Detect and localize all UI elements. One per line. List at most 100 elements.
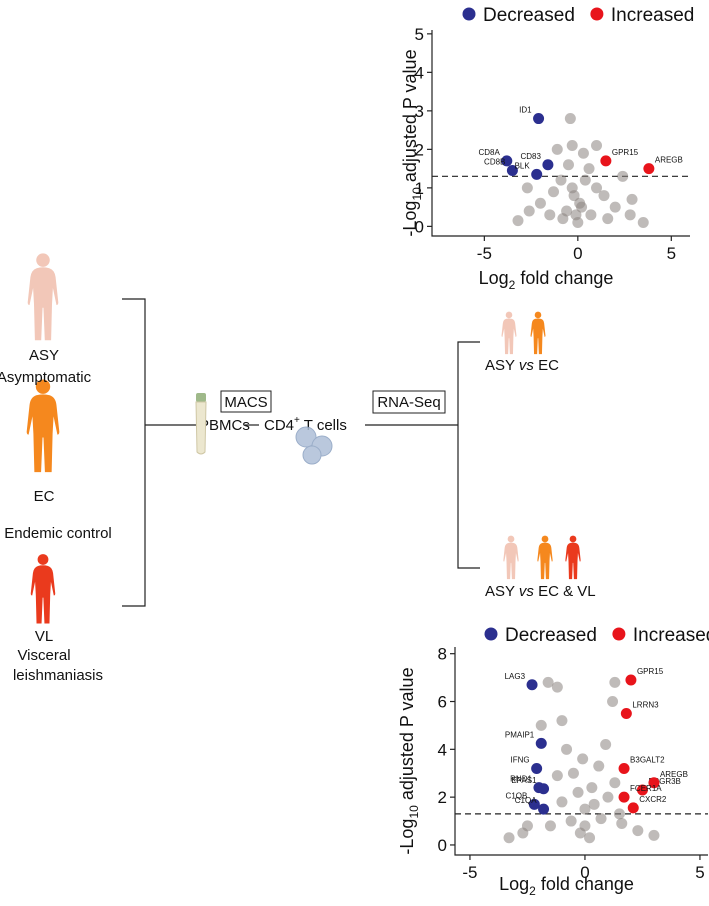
point bbox=[598, 190, 610, 202]
point bbox=[609, 676, 621, 688]
point bbox=[557, 213, 569, 225]
point bbox=[636, 784, 648, 796]
point bbox=[561, 743, 573, 755]
y-tick-label: 6 bbox=[438, 693, 447, 712]
x-axis-label: Log2 fold change bbox=[479, 268, 614, 292]
legend-label: Increased bbox=[611, 5, 694, 26]
x-tick-label: 0 bbox=[580, 863, 589, 882]
gene-label: C1QB bbox=[506, 791, 528, 800]
point bbox=[570, 209, 582, 221]
y-tick-label: 1 bbox=[415, 179, 424, 198]
point bbox=[551, 143, 563, 155]
point bbox=[556, 796, 568, 808]
point bbox=[607, 696, 619, 708]
point bbox=[586, 782, 598, 794]
x-tick-label: 5 bbox=[695, 863, 704, 882]
point bbox=[648, 777, 660, 789]
gene-label: FCER1A bbox=[630, 784, 662, 793]
point bbox=[609, 201, 621, 213]
point bbox=[544, 209, 556, 221]
legend-label: Decreased bbox=[505, 625, 597, 646]
legend-label: Increased bbox=[633, 625, 709, 646]
point bbox=[542, 159, 554, 171]
point bbox=[593, 760, 605, 772]
gene-label: LAG3 bbox=[505, 672, 526, 681]
superscript: + bbox=[294, 415, 300, 426]
gene-label: CD8A bbox=[478, 148, 500, 157]
point bbox=[591, 140, 603, 152]
group-name: Asymptomatic bbox=[0, 369, 92, 386]
point bbox=[600, 155, 612, 167]
point bbox=[538, 803, 550, 815]
subscript: 2 bbox=[529, 884, 536, 898]
point bbox=[627, 802, 639, 814]
gene-label: GPR15 bbox=[637, 667, 664, 676]
x-tick-label: -5 bbox=[462, 863, 477, 882]
point bbox=[531, 168, 543, 180]
point bbox=[531, 762, 543, 774]
text: EC & VL bbox=[534, 583, 596, 600]
ec-figure bbox=[26, 379, 60, 473]
group-code: EC bbox=[34, 488, 55, 505]
gene-label: EPAS1 bbox=[511, 776, 537, 785]
point bbox=[564, 113, 576, 125]
gene-label: B3GALT2 bbox=[630, 755, 665, 764]
legend-marker bbox=[484, 627, 498, 641]
y-tick-label: 2 bbox=[415, 140, 424, 159]
gene-label: GPR15 bbox=[612, 148, 639, 157]
subscript: 10 bbox=[407, 805, 421, 819]
point bbox=[548, 186, 560, 198]
gene-label: LRRN3 bbox=[632, 700, 659, 709]
macs-box bbox=[220, 390, 272, 413]
point bbox=[602, 213, 614, 225]
point bbox=[620, 707, 632, 719]
point bbox=[534, 197, 546, 209]
axis bbox=[454, 647, 708, 856]
y-axis-label: -Log10 adjusted P value bbox=[400, 49, 424, 236]
point bbox=[506, 165, 518, 177]
y-tick-label: 2 bbox=[438, 788, 447, 807]
gene-label: PMAIP1 bbox=[505, 730, 535, 739]
point bbox=[544, 820, 556, 832]
ec-figure bbox=[537, 535, 553, 580]
cell-icon bbox=[295, 426, 333, 465]
point bbox=[579, 820, 591, 832]
point bbox=[616, 817, 628, 829]
tube-icon bbox=[195, 393, 207, 455]
gene-label: CD83 bbox=[520, 152, 541, 161]
text: Log bbox=[499, 874, 529, 894]
asy-figure bbox=[27, 253, 59, 341]
gene-label: CXCR2 bbox=[639, 795, 667, 804]
x-tick-label: 0 bbox=[573, 244, 582, 263]
asy-figure bbox=[503, 535, 519, 580]
point bbox=[632, 825, 644, 837]
point bbox=[584, 832, 596, 844]
point bbox=[579, 803, 591, 815]
point bbox=[501, 155, 513, 167]
point bbox=[643, 163, 655, 175]
text: vs bbox=[519, 583, 535, 600]
point bbox=[579, 174, 591, 186]
gene-label: CD8B bbox=[484, 158, 505, 167]
gene-label: C1QA bbox=[515, 796, 537, 805]
gene-label: IFNG bbox=[511, 755, 530, 764]
group-code: VL bbox=[35, 628, 53, 645]
point bbox=[567, 767, 579, 779]
rnaseq-label: RNA-Seq bbox=[377, 394, 440, 411]
comparison-label: ASY vs EC & VL bbox=[485, 583, 596, 600]
legend-label: Decreased bbox=[483, 5, 575, 26]
point bbox=[533, 113, 545, 125]
legend-marker bbox=[612, 627, 626, 641]
y-tick-label: 4 bbox=[438, 740, 447, 759]
point bbox=[595, 813, 607, 825]
point bbox=[535, 719, 547, 731]
point bbox=[577, 753, 589, 765]
point bbox=[613, 808, 625, 820]
gene-label: BLK bbox=[515, 161, 531, 170]
gene-label: RND1 bbox=[510, 775, 532, 784]
point bbox=[625, 674, 637, 686]
group-name: Endemic control bbox=[4, 525, 112, 542]
point bbox=[618, 791, 630, 803]
